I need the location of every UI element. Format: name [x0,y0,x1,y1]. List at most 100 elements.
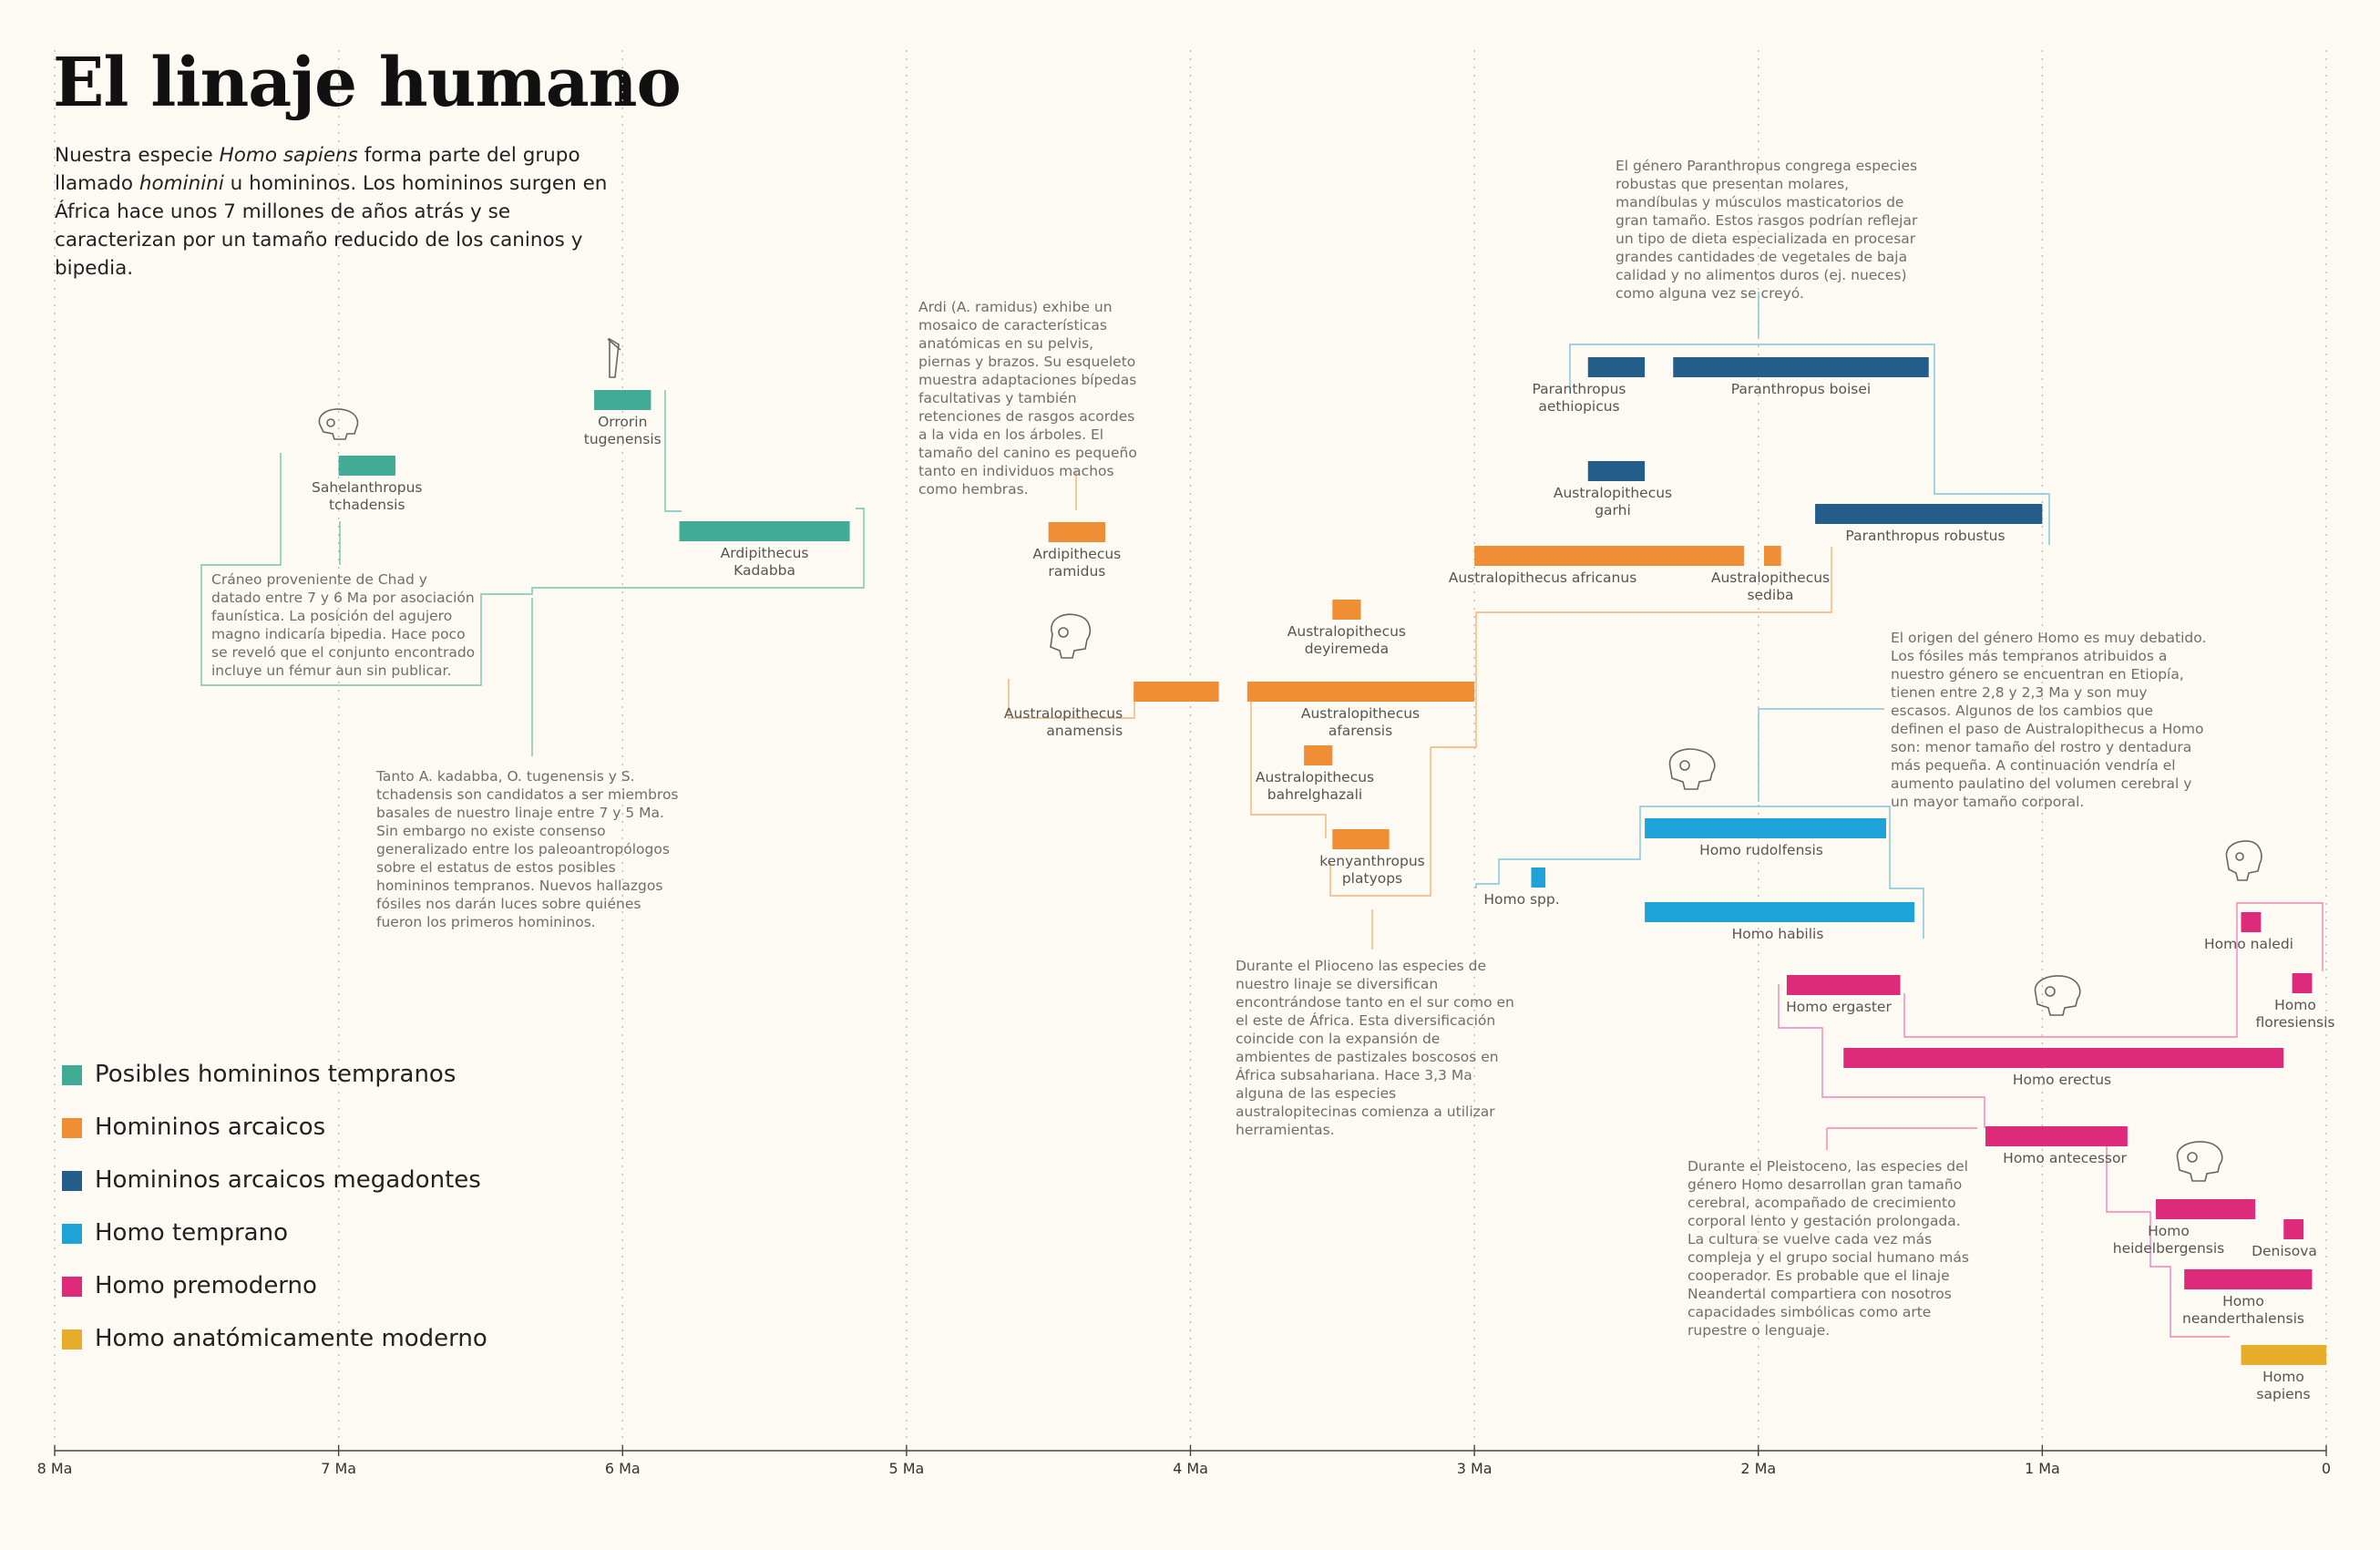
skull-icon [2176,1141,2223,1182]
species-label: kenyanthropus platyops [1319,853,1424,887]
legend-label: Posibles homininos tempranos [95,1061,457,1088]
species-label: Australopithecus deyiremeda [1287,623,1406,657]
annotation-pleistocene: Durante el Pleistoceno, las especies del… [1688,1158,1969,1339]
axis-tick-label: 0 [2322,1460,2331,1477]
species-label: Homo floresiensis [2255,997,2334,1031]
bar-australopithecus-anamensis [1134,682,1219,702]
species-label: Homo naledi [2204,936,2293,952]
connector-afarensis [1250,701,1327,838]
annotation-candidates: Tanto A. kadabba, O. tugenensis y S. tch… [376,768,679,930]
annotation-pliocene: Durante el Plioceno las especies de nues… [1236,958,1514,1138]
legend-label: Homininos arcaicos [95,1114,326,1141]
bar-homo-neanderthalensis [2184,1269,2313,1289]
species-label: Ardipithecus Kadabba [721,545,809,579]
bar-homo-floresiensis [2292,973,2313,993]
legend-swatch [62,1065,82,1085]
connector-orrorin-kadabba [664,390,682,512]
axis-tick-label: 1 Ma [2025,1460,2060,1477]
species-labels: Sahelanthropus tchadensis Orrorin tugenensi… [312,381,2334,1402]
axis-tick-label: 8 Ma [37,1460,73,1477]
skull-icon [318,408,359,440]
legend-label: Homininos arcaicos megadontes [95,1166,481,1194]
bar-paranthropus-robustus [1815,504,2043,524]
bar-australopithecus-deyiremeda [1332,600,1361,620]
species-label: Australopithecus garhi [1554,485,1672,518]
bar-denisova [2283,1219,2304,1239]
connector-erectus [1903,902,2324,1038]
species-label: Sahelanthropus tchadensis [312,479,422,513]
axis-tick-label: 6 Ma [605,1460,641,1477]
intro-part-1: Nuestra especie [55,144,220,167]
skull-icon [2225,840,2262,881]
legend-label: Homo premoderno [95,1272,317,1299]
species-label: Australopithecus africanus [1449,570,1637,586]
species-label: Australopithecus anamensis [1004,705,1123,739]
skull-icon [1668,748,1716,790]
species-label: Homo sapiens [2256,1369,2310,1402]
time-axis: 8 Ma 7 Ma 6 Ma 5 Ma 4 Ma 3 Ma 2 Ma 1 Ma 0 [37,1445,2331,1477]
axis-tick-label: 5 Ma [888,1460,924,1477]
bar-homo-spp- [1531,867,1546,888]
bar-homo-rudolfensis [1645,818,1886,838]
bar-orrorin-tugenensis [594,390,651,410]
species-label: Australopithecus afarensis [1301,705,1420,739]
intro-em-hominini: hominini [138,172,224,195]
connector-platyops [1329,747,1431,897]
species-label: Denisova [2252,1243,2317,1259]
species-label: Homo neanderthalensis [2182,1293,2304,1327]
bar-homo-heidelbergensis [2156,1199,2256,1219]
species-label: Homo rudolfensis [1699,842,1823,858]
skull-icon [2034,975,2081,1016]
bar-homo-ergaster [1786,975,1901,995]
annotation-homo-origin: El origen del género Homo es muy debatid… [1891,630,2207,810]
intro-em-homo-sapiens: Homo sapiens [219,144,358,167]
legend-swatch [62,1118,82,1138]
annotation-sahelanthropus: Cráneo proveniente de Chad y datado entr… [211,571,476,679]
tool-icon [607,337,621,378]
species-bars [338,357,2326,1365]
connector-early [200,453,865,686]
legend-swatch [62,1277,82,1297]
axis-tick-label: 3 Ma [1457,1460,1493,1477]
bar-homo-antecessor [1985,1126,2128,1146]
species-label: Australopithecus bahrelghazali [1256,769,1374,803]
species-label: Homo heidelbergensis [2113,1223,2224,1257]
species-label: Paranthropus boisei [1731,381,1871,397]
bar-australopithecus-africanus [1474,546,1745,566]
legend-swatch [62,1171,82,1191]
species-label: Homo spp. [1483,891,1559,908]
connector-paranthropus [1569,344,2050,545]
intro-part-3: u homininos. Los homininos surgen en Áfr… [55,172,608,280]
species-label: Homo ergaster [1786,999,1892,1015]
bar-paranthropus-aethiopicus [1587,357,1646,377]
legend-swatch [62,1224,82,1244]
species-label: Homo antecessor [2003,1150,2127,1166]
bar-australopithecus-bahrelghazali [1304,745,1333,765]
legend-swatch [62,1329,82,1350]
species-label: Paranthropus aethiopicus [1533,381,1626,415]
bar-sahelanthropus-tchadensis [338,456,395,476]
axis-tick-label: 7 Ma [321,1460,356,1477]
legend-label: Homo anatómicamente moderno [95,1325,487,1352]
connector-africanus [1431,547,1832,748]
bar-australopithecus-sediba [1763,546,1781,566]
bar-homo-naledi [2241,912,2262,932]
bar-homo-erectus [1843,1048,2284,1068]
intro-text: Nuestra especie Homo sapiens forma parte… [55,141,638,282]
connector-archaic [1008,679,1135,719]
species-label: Homo habilis [1732,926,1824,942]
axis-tick-label: 4 Ma [1173,1460,1208,1477]
skull-icon [1050,613,1092,659]
page-title: El linaje humano [53,44,682,122]
bar-australopithecus-garhi [1587,461,1646,481]
bar-kenyanthropus-platyops [1332,829,1390,849]
axis-tick-label: 2 Ma [1740,1460,1776,1477]
bar-ardipithecus-ramidus [1048,522,1106,542]
legend-label: Homo temprano [95,1219,288,1247]
skull-icons [318,337,2262,1182]
bar-australopithecus-afarensis [1246,682,1475,702]
species-label: Homo erectus [2013,1072,2111,1088]
species-label: Paranthropus robustus [1845,528,2005,544]
annotation-ardi: Ardi (A. ramidus) exhibe un mosaico de c… [918,299,1137,498]
